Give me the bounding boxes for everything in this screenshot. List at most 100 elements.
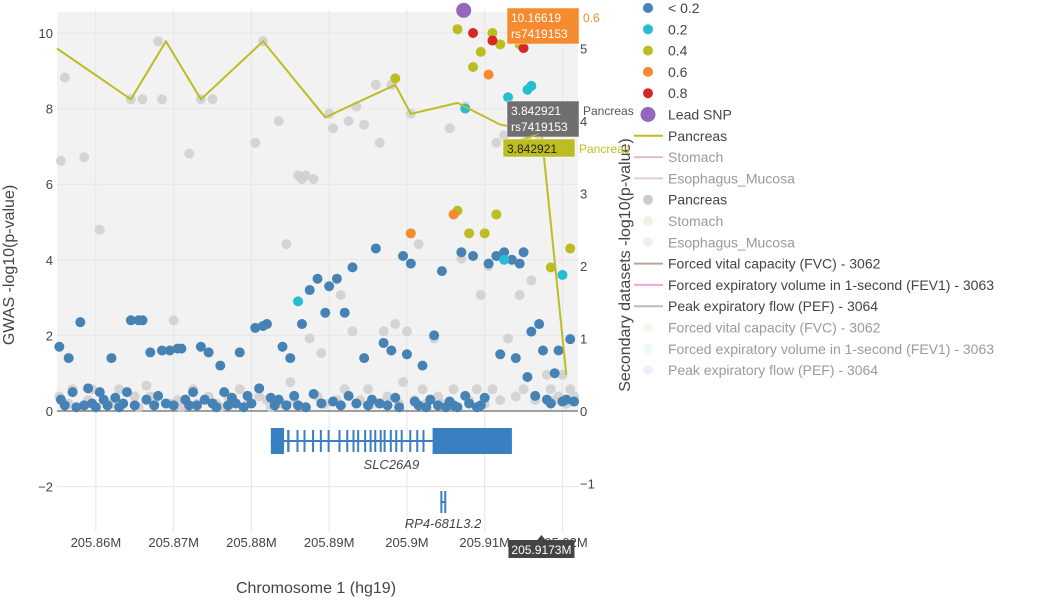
legend-item[interactable]: Forced vital capacity (FVC) - 3062 [634,256,881,272]
legend-item[interactable]: Forced vital capacity (FVC) - 3062 [643,320,881,336]
legend-marker [640,107,656,122]
secondary-point [495,395,506,406]
gwas-point [261,319,272,330]
gwas-point [510,353,521,364]
gene-exon [312,430,315,452]
gwas-point [199,394,210,405]
gene-exon [400,430,403,452]
secondary-point [335,290,346,300]
secondary-point [359,119,370,130]
gwas-point [425,394,436,405]
legend-label: Peak expiratory flow (PEF) - 3064 [668,362,878,378]
gene-exon [369,430,372,452]
gwas-point [448,209,459,220]
gwas-point [386,345,397,356]
legend-item[interactable]: 0.4 [643,43,688,59]
y-axis-ticks: −2 0 2 4 6 8 10 [38,26,53,495]
gwas-point [464,228,475,239]
legend-item[interactable]: Esophagus_Mucosa [643,234,795,250]
y2-tick-label: −1 [580,477,595,492]
y-tick-label: 8 [46,102,53,117]
legend-label: Esophagus_Mucosa [668,234,795,250]
legend-item[interactable]: Lead SNP [640,107,732,123]
gwas-point [339,307,350,318]
legend-label: Forced expiratory volume in 1-second (FE… [668,341,994,357]
gene-exon [303,430,306,452]
legend-item[interactable]: Stomach [643,213,723,229]
legend-item[interactable]: 0.6 [643,64,688,80]
secondary-point [234,384,245,395]
legend-item[interactable]: Stomach [634,149,723,165]
x-tick-label: 205.91M [459,535,510,550]
gene-exon [432,428,512,454]
gwas-point [436,266,447,277]
legend-item[interactable]: Peak expiratory flow (PEF) - 3064 [634,298,878,314]
legend-item[interactable]: < 0.2 [643,0,700,16]
legend-marker [643,322,653,333]
gwas-point [433,400,444,411]
secondary-point [382,391,393,402]
gwas-point [188,387,199,398]
gene-exon [444,491,447,513]
legend-label: Forced vital capacity (FVC) - 3062 [668,320,881,336]
legend-marker [643,365,653,376]
legend-item[interactable]: Pancreas [634,128,727,144]
secondary-point [55,155,66,166]
gwas-point [153,390,164,401]
gwas-point [565,334,576,345]
legend-item[interactable]: Forced expiratory volume in 1-second (FE… [643,341,994,357]
y-tick-label: 10 [39,26,53,41]
legend-label: < 0.2 [668,0,700,16]
secondary-point [487,384,498,395]
secondary-point [444,123,455,134]
gwas-point [129,400,140,411]
gene-exon [364,430,367,452]
annotation-box [506,100,580,138]
gwas-point [487,35,498,46]
legend-item[interactable]: Peak expiratory flow (PEF) - 3064 [643,362,878,378]
gene-slc26a9: SLC26A9 [270,428,512,472]
secondary-point [94,224,105,235]
secondary-point [347,326,358,337]
gwas-point [265,392,276,403]
gwas-point [401,349,412,360]
gene-exon [352,430,355,452]
gwas-point [106,353,117,364]
legend-label: 0.6 [668,64,688,80]
gwas-point [328,396,339,407]
annotation-text: 3.842921 [507,142,557,156]
annotation-side-label: 0.6 [583,11,600,25]
secondary-point [471,384,482,395]
gwas-point [405,228,416,239]
legend-item[interactable]: 0.2 [643,21,688,37]
legend-item[interactable]: 0.8 [643,85,688,101]
gene-exon [357,430,360,452]
x-hover-pointer [536,535,547,541]
gwas-point [331,273,342,284]
gwas-point [71,402,82,413]
gwas-point [316,398,327,409]
secondary-point [273,116,284,126]
y-axis-title: GWAS -log10(p-value) [1,185,18,345]
gwas-point [308,388,319,399]
gwas-point [503,92,514,103]
annotation-text: rs7419153 [511,27,568,41]
annotation-box [506,7,580,45]
gene-exon [422,430,425,452]
legend-marker [643,237,653,248]
legend-label: Pancreas [668,192,727,208]
gwas-point [557,269,568,280]
gwas-point [238,402,249,413]
gwas-point [456,247,467,258]
gwas-point [145,347,156,358]
legend-item[interactable]: Esophagus_Mucosa [634,170,795,186]
legend-marker [643,343,653,354]
gwas-point [378,337,389,348]
gwas-point [370,243,381,254]
gwas-point [250,322,261,333]
legend-item[interactable]: Forced expiratory volume in 1-second (FE… [634,277,994,293]
gwas-point [343,390,354,401]
legend-item[interactable]: Pancreas [643,192,727,208]
secondary-point [514,290,525,300]
